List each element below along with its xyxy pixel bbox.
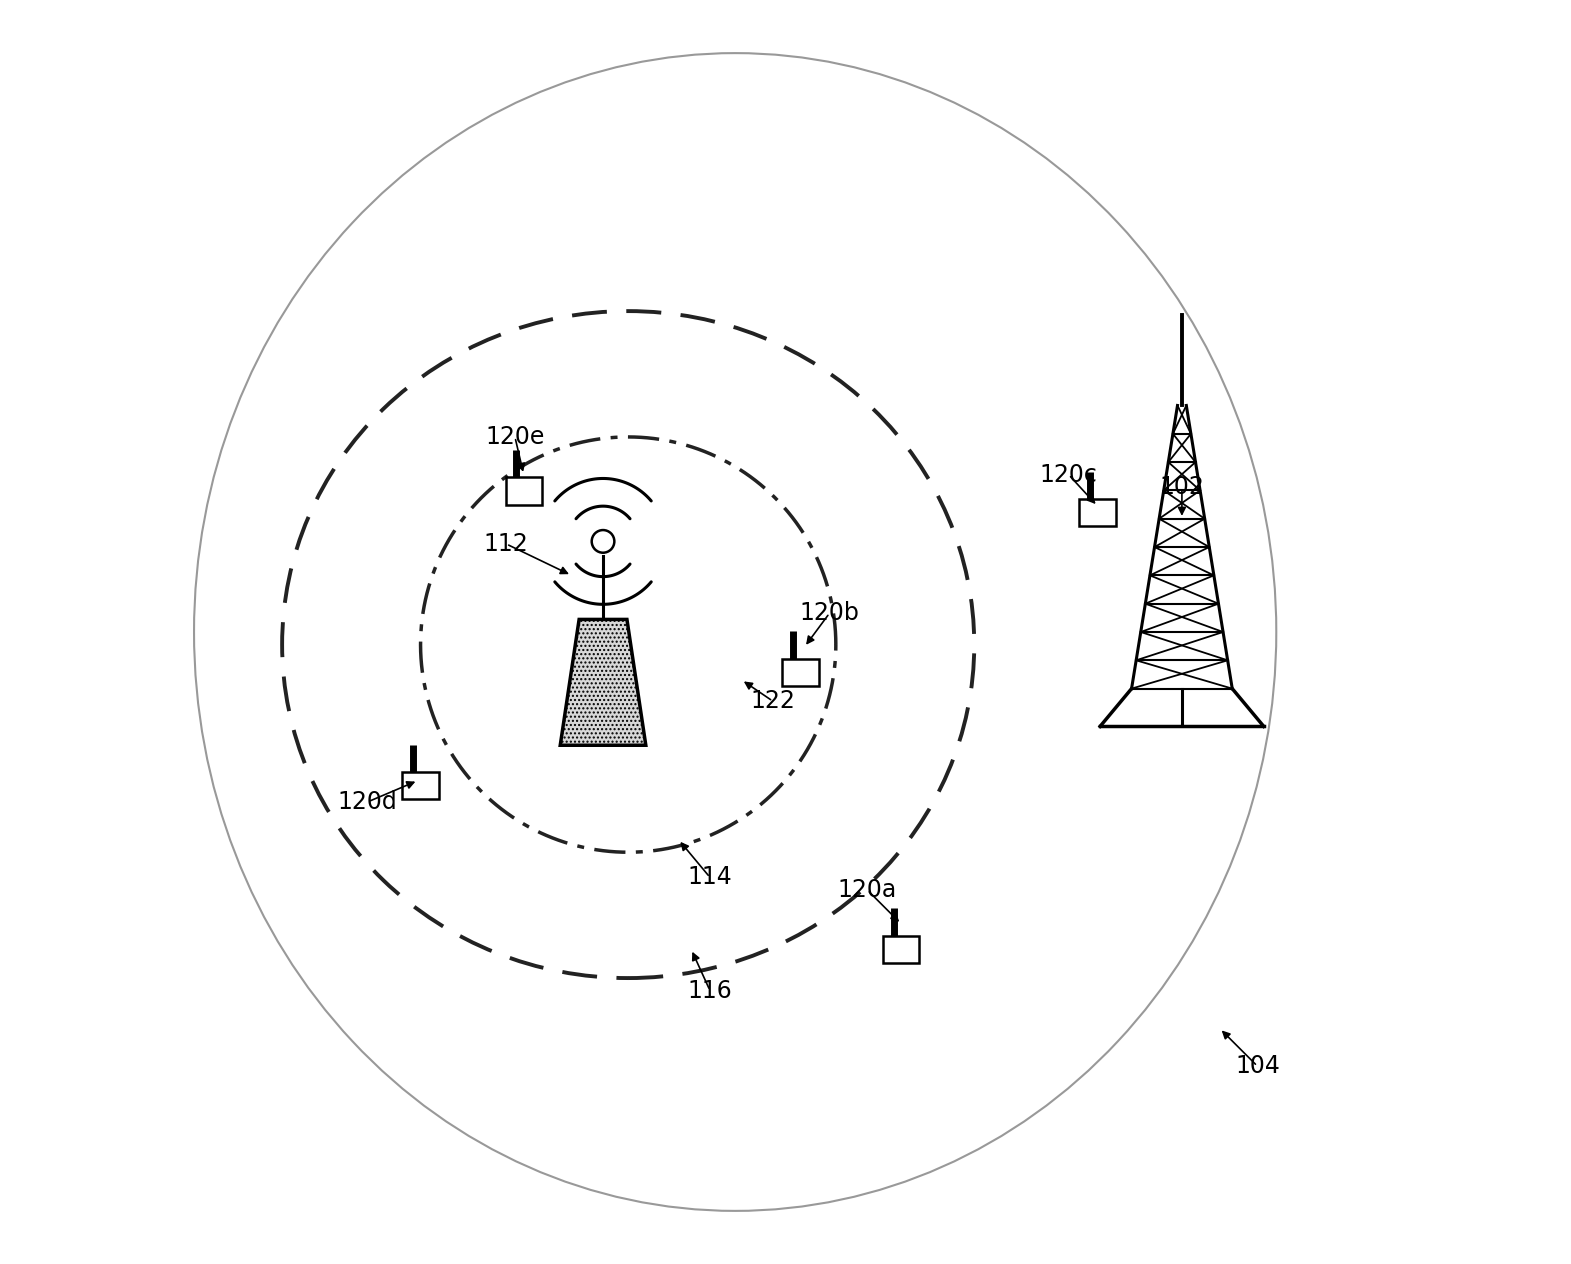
- Bar: [883, 935, 919, 963]
- Circle shape: [592, 530, 614, 552]
- Bar: [782, 659, 818, 686]
- Text: 104: 104: [1235, 1054, 1280, 1078]
- Text: 116: 116: [688, 978, 732, 1002]
- Text: 114: 114: [688, 866, 732, 890]
- Text: 112: 112: [484, 532, 528, 556]
- Text: 120a: 120a: [837, 878, 897, 902]
- Text: 122: 122: [751, 689, 795, 713]
- Bar: [506, 478, 542, 504]
- Bar: [402, 772, 438, 799]
- Text: 120e: 120e: [485, 425, 545, 449]
- Text: 120b: 120b: [800, 602, 859, 626]
- Text: 102: 102: [1159, 475, 1205, 499]
- Text: 120c: 120c: [1040, 463, 1098, 487]
- Text: 120d: 120d: [338, 790, 397, 814]
- Bar: [1079, 499, 1115, 526]
- Polygon shape: [561, 619, 646, 746]
